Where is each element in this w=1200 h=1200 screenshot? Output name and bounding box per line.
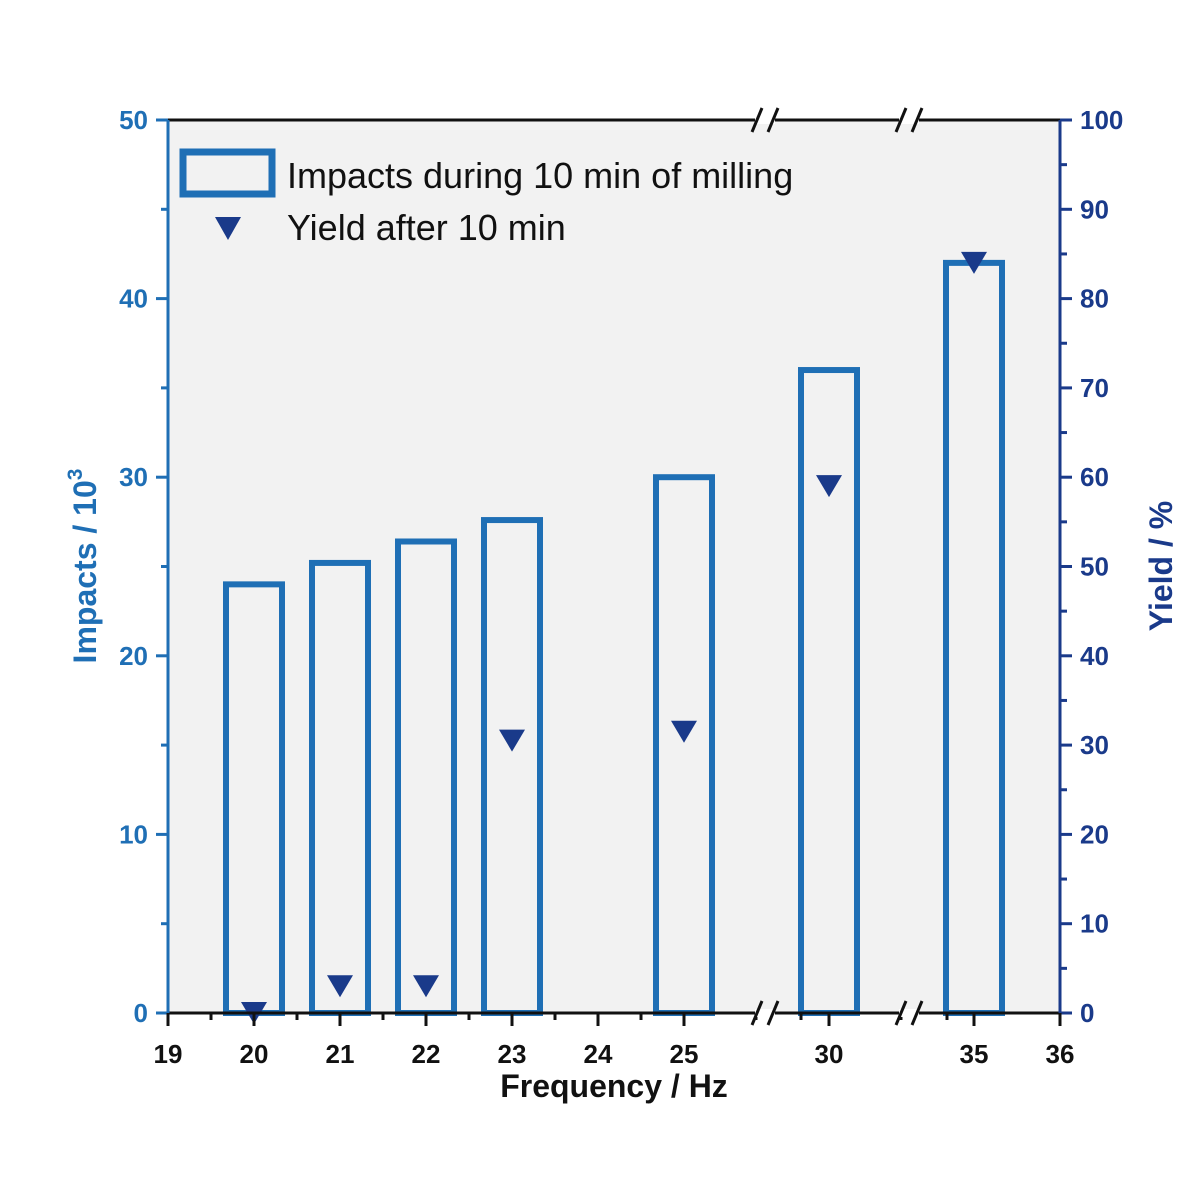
markers-layer [241,251,987,1024]
yield-marker-21hz [327,975,353,998]
right-y-axis: 0 10 20 30 40 50 60 70 80 90 100 [1060,105,1123,1028]
right-tick-label: 100 [1080,105,1123,135]
break-slash [910,1000,924,1026]
plot-area [168,120,1060,1013]
legend-bar-swatch [179,148,276,198]
yield-marker-23hz [499,729,525,752]
x-tick-label: 25 [670,1039,699,1069]
left-y-axis: 0 10 20 30 40 50 [119,105,168,1028]
left-tick-label: 0 [134,998,148,1028]
break-slash [766,107,780,133]
x-tick-label: 19 [154,1039,183,1069]
left-tick-label: 30 [119,462,148,492]
left-axis-title-main: Impacts / 10 [67,480,103,663]
right-tick-label: 10 [1080,909,1109,939]
yield-marker-25hz [671,720,697,743]
right-tick-label: 0 [1080,998,1094,1028]
x-tick-label: 23 [498,1039,527,1069]
left-tick-label: 50 [119,105,148,135]
x-tick-label: 30 [815,1039,844,1069]
right-tick-label: 80 [1080,284,1109,314]
break-gap [899,1009,919,1017]
break-slash [894,107,908,133]
x-axis: 19 20 21 22 23 24 25 30 35 36 [154,1013,1075,1069]
right-tick-label: 30 [1080,730,1109,760]
x-tick-label: 36 [1046,1039,1075,1069]
yield-marker-22hz [413,975,439,998]
right-tick-label: 20 [1080,819,1109,849]
x-axis-title: Frequency / Hz [500,1068,728,1104]
right-tick-label: 90 [1080,194,1109,224]
right-tick-label: 70 [1080,373,1109,403]
yield-marker-30hz [816,475,842,498]
left-tick-label: 20 [119,641,148,671]
right-tick-label: 50 [1080,552,1109,582]
break-slash [766,1000,780,1026]
left-axis-title: Impacts / 103 [64,469,103,664]
break-gap [755,116,775,124]
right-tick-label: 60 [1080,462,1109,492]
break-gap [755,1009,775,1017]
break-slash [750,1000,764,1026]
axis-breaks [750,107,924,1026]
yield-marker-35hz [961,251,987,274]
left-tick-label: 10 [119,819,148,849]
x-tick-label: 21 [326,1039,355,1069]
break-slash [894,1000,908,1026]
legend-label-yield: Yield after 10 min [287,207,566,248]
break-gap [899,116,919,124]
x-tick-label: 22 [412,1039,441,1069]
right-axis-title: Yield / % [1143,501,1179,631]
legend-label-impacts: Impacts during 10 min of milling [287,155,793,196]
left-axis-title-superscript: 3 [64,469,87,481]
x-tick-label: 35 [960,1039,989,1069]
x-tick-label: 24 [584,1039,613,1069]
legend: Impacts during 10 min of milling Yield a… [179,148,793,248]
left-tick-label: 40 [119,284,148,314]
right-tick-label: 40 [1080,641,1109,671]
x-tick-label: 20 [240,1039,269,1069]
legend-triangle-swatch [215,217,241,240]
break-slash [750,107,764,133]
break-slash [910,107,924,133]
